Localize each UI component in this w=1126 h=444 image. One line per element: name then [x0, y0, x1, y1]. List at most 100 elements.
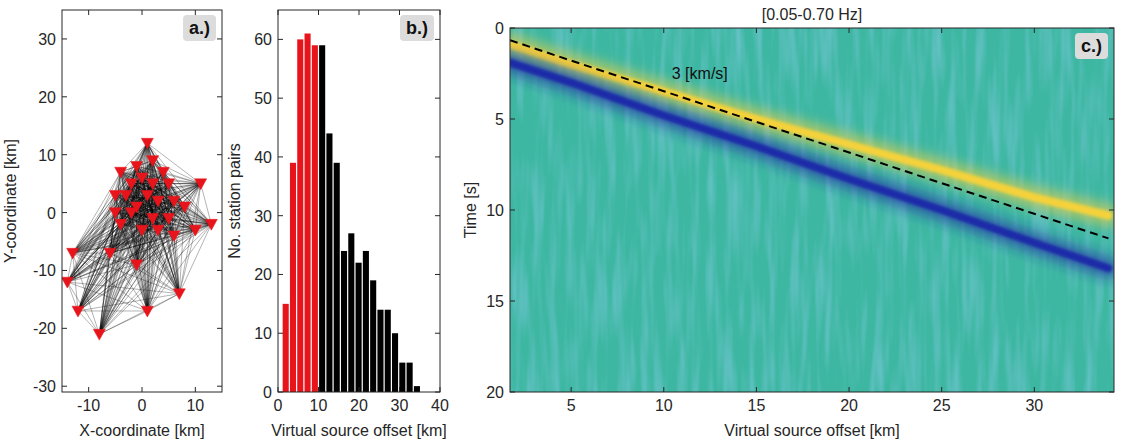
y-tick [217, 386, 222, 387]
station [168, 196, 180, 207]
station-pair [147, 184, 200, 311]
y-tick [435, 215, 440, 216]
x-tick-label: 0 [138, 397, 147, 414]
y-tick [278, 98, 283, 99]
panel-label: b.) [406, 18, 428, 38]
x-tick [359, 10, 360, 15]
panel-label-box [183, 15, 216, 41]
y-tick [1109, 301, 1114, 302]
x-tick [756, 387, 757, 392]
y-tick [217, 328, 222, 329]
histogram-bar [305, 34, 311, 392]
station [157, 167, 169, 178]
station [152, 196, 164, 207]
station-pair [73, 253, 110, 254]
station-pair [67, 265, 136, 282]
y-tick [435, 333, 440, 334]
x-tick-label: 10 [655, 397, 673, 414]
station-pair [99, 224, 120, 334]
station-pair [147, 230, 195, 311]
y-tick-label: 30 [254, 208, 272, 225]
x-tick-label: 40 [431, 397, 449, 414]
plot-area [283, 34, 420, 392]
y-tick [435, 39, 440, 40]
y-tick-label: 20 [38, 89, 56, 106]
station-pair [78, 253, 110, 311]
x-tick [195, 10, 196, 15]
x-tick-label: 15 [748, 397, 766, 414]
chart-title: [0.05-0.70 Hz] [762, 6, 863, 23]
x-axis-title: Virtual source offset [km] [724, 422, 899, 439]
station-pair [78, 184, 201, 311]
histogram-bar [283, 304, 289, 392]
station-pair [131, 213, 147, 311]
station [136, 173, 148, 184]
x-tick [142, 387, 143, 392]
y-tick [278, 39, 283, 40]
x-tick [195, 387, 196, 392]
x-tick [941, 28, 942, 33]
station-pair [99, 207, 184, 334]
arrival-halo [510, 63, 1108, 269]
station [62, 277, 73, 288]
x-tick [663, 387, 664, 392]
station [179, 202, 191, 213]
station [136, 225, 148, 236]
x-tick [318, 10, 319, 15]
plot-area [510, 28, 1114, 392]
x-tick-label: 10 [186, 397, 204, 414]
station [152, 225, 164, 236]
y-tick [278, 274, 283, 275]
station-pair [73, 236, 174, 253]
histogram-bar [312, 45, 318, 392]
x-tick-label: 0 [274, 397, 283, 414]
station-pair [67, 160, 152, 282]
station-pair [169, 183, 201, 184]
y-tick-label: 0 [263, 384, 272, 401]
y-axis-title: Time [s] [462, 182, 479, 238]
y-tick [62, 96, 67, 97]
y-tick-label: 20 [254, 266, 272, 283]
y-tick [1109, 119, 1114, 120]
image-texture [510, 28, 1114, 392]
station [189, 225, 201, 236]
histogram-bar [290, 163, 296, 392]
station-pair [169, 218, 180, 293]
station-pair [99, 311, 147, 334]
station [147, 214, 159, 225]
y-tick [510, 210, 515, 211]
y-tick [62, 38, 67, 39]
y-tick-label: -20 [33, 320, 56, 337]
station-pair [147, 236, 174, 311]
station-pair [78, 310, 147, 311]
station-pair [67, 224, 120, 282]
plot-area [62, 138, 217, 340]
station [109, 190, 121, 201]
y-tick [1109, 28, 1114, 29]
y-tick-label: -10 [33, 262, 56, 279]
panel-label: a.) [189, 18, 210, 38]
panel-2: 5101520253005101520Virtual source offset… [462, 6, 1114, 439]
histogram-bar [348, 233, 354, 392]
x-tick [440, 387, 441, 392]
histogram-bar [326, 133, 332, 392]
panel-label-box [400, 15, 434, 41]
station [147, 156, 159, 167]
station-pair [99, 218, 152, 334]
x-axis-title: Virtual source offset [km] [271, 422, 446, 439]
x-tick [88, 387, 89, 392]
x-tick [571, 28, 572, 33]
station-pair [78, 218, 153, 311]
station-pair [158, 229, 195, 230]
station [131, 161, 143, 172]
station-pair [121, 172, 164, 173]
station-pair [78, 224, 211, 311]
x-tick [1034, 28, 1035, 33]
station [163, 214, 175, 225]
y-tick-label: 10 [254, 325, 272, 342]
y-tick [217, 212, 222, 213]
y-tick-label: 50 [254, 90, 272, 107]
station [93, 329, 105, 340]
station [173, 289, 185, 300]
station [104, 248, 116, 259]
